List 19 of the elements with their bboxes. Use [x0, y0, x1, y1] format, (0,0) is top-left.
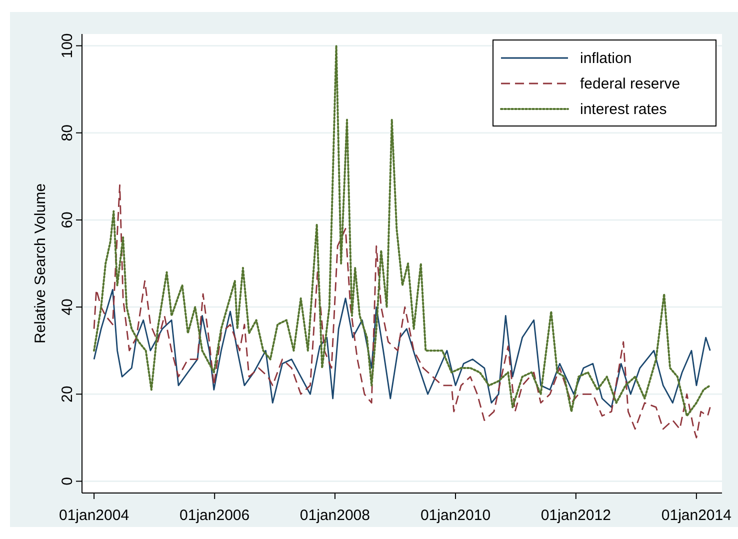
- y-tick-label: 20: [59, 386, 76, 402]
- x-tick-label: 01jan2012: [540, 507, 611, 524]
- line-series: [93, 44, 712, 417]
- y-tick-label: 80: [59, 124, 76, 142]
- x-tick-label: 01jan2014: [661, 507, 732, 524]
- line-series: [93, 288, 711, 408]
- x-tick-label: 01jan2010: [420, 507, 491, 524]
- legend-label: inflation: [580, 50, 632, 67]
- x-tick-label: 01jan2008: [300, 507, 370, 524]
- y-tick-label: 40: [59, 298, 76, 316]
- legend-label: federal reserve: [580, 76, 680, 92]
- legend-label: interest rates: [580, 101, 667, 118]
- x-tick-label: 01jan2006: [180, 507, 250, 524]
- line-series: [93, 184, 711, 438]
- y-axis-title: Relative Search Volume: [32, 183, 49, 344]
- y-tick-label: 100: [59, 33, 76, 58]
- x-tick-label: 01jan2004: [59, 507, 130, 524]
- y-tick-label: 60: [59, 212, 76, 228]
- y-tick-label: 0: [59, 477, 76, 486]
